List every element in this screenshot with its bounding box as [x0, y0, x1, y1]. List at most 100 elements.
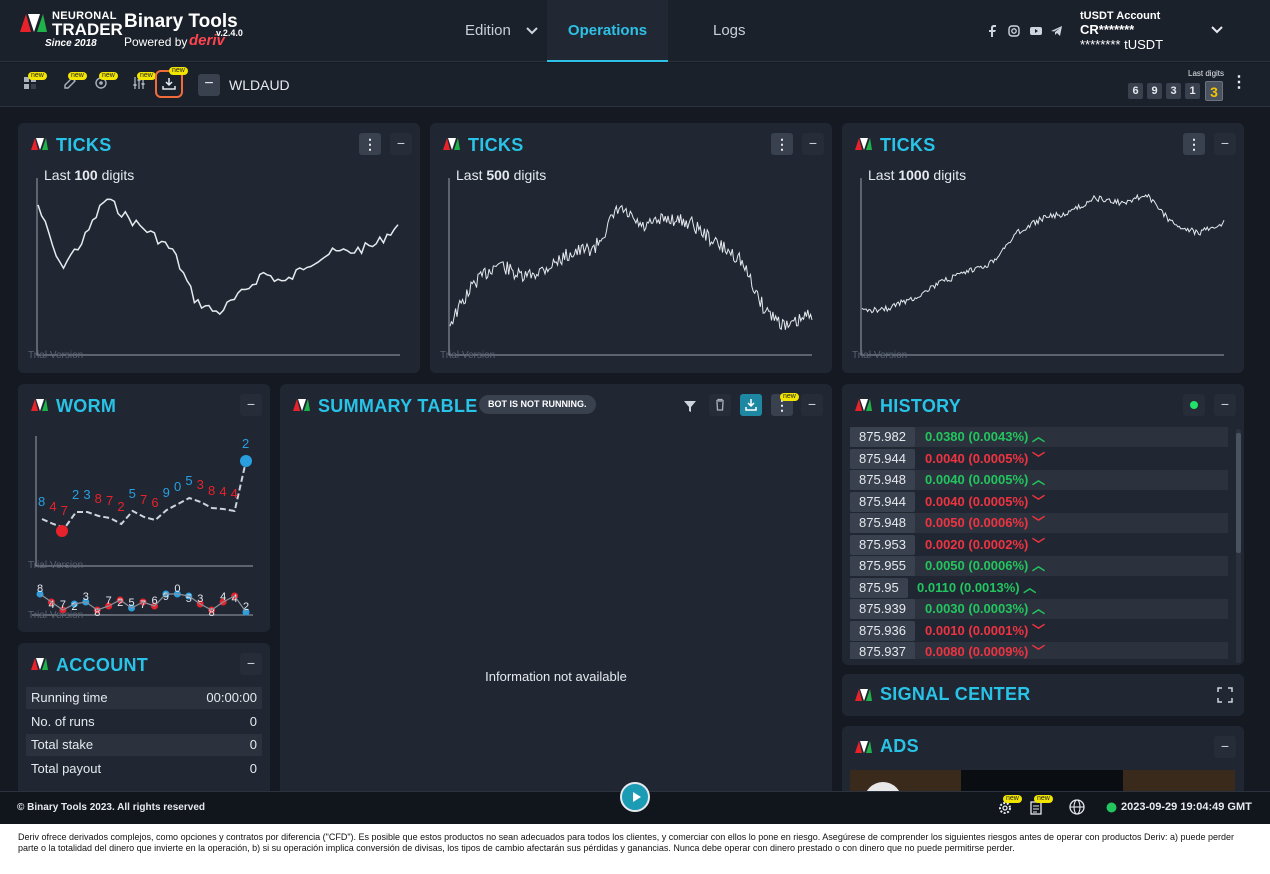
news-button[interactable]: new	[1028, 795, 1053, 816]
history-price: 875.944	[850, 491, 915, 512]
worm-digit-label: 7	[61, 503, 68, 518]
tab-edition[interactable]: Edition	[446, 0, 546, 62]
panel-minimize-button[interactable]: −	[240, 653, 262, 675]
last-digit-current: 3	[1205, 81, 1223, 101]
account-panel: ACCOUNT − Running time 00:00:00 No. of ru…	[18, 643, 270, 793]
ads-panel: ADS −	[842, 726, 1244, 820]
worm-digit-label: 2	[72, 487, 79, 502]
ticks-panel-500: TICKS ⋮ − Last 500 digits Trial Version	[430, 123, 832, 373]
chevron-down-icon[interactable]	[1210, 25, 1224, 35]
panel-minimize-button[interactable]: −	[240, 394, 262, 416]
instagram-icon[interactable]	[1008, 24, 1020, 38]
toolbar-menu-button[interactable]: ⋮	[1231, 74, 1247, 93]
youtube-icon[interactable]	[1030, 24, 1042, 38]
worm-digit-label: 5	[129, 486, 136, 501]
kebab-icon: ⋮	[1231, 74, 1247, 91]
dashboard-button[interactable]: new	[20, 72, 47, 95]
filter-icon	[684, 401, 696, 412]
download-icon	[162, 78, 176, 90]
download-button[interactable]: new	[155, 67, 188, 98]
panel-minimize-button[interactable]: −	[1214, 736, 1236, 758]
worm-mini-digit: 7	[106, 595, 112, 607]
delete-button[interactable]	[709, 394, 731, 416]
history-scrollbar[interactable]	[1236, 429, 1241, 663]
ad-banner[interactable]	[850, 770, 1235, 820]
panel-minimize-button[interactable]: −	[802, 133, 824, 155]
edit-button[interactable]: new	[60, 72, 87, 95]
filter-button[interactable]	[680, 396, 700, 416]
panel-minimize-button[interactable]: −	[801, 394, 823, 416]
panel-logo-icon	[443, 138, 460, 150]
panel-minimize-button[interactable]: −	[390, 133, 412, 155]
history-row: 875.944 0.0040 (0.0005%) ﹀	[850, 448, 1228, 469]
language-button[interactable]	[1068, 798, 1086, 816]
history-change-up: 0.0030 (0.0003%) ︿	[925, 601, 1045, 616]
new-badge: new	[1034, 795, 1053, 803]
telegram-icon[interactable]	[1051, 24, 1063, 38]
worm-digit-label: 6	[151, 495, 158, 510]
worm-digit-label: 2	[242, 436, 249, 451]
panel-minimize-button[interactable]: −	[1214, 133, 1236, 155]
worm-mini-digit: 3	[83, 591, 89, 603]
kebab-icon: ⋮	[775, 136, 789, 152]
settings-button[interactable]: new	[997, 795, 1022, 816]
risk-disclaimer: Deriv ofrece derivados complejos, como o…	[0, 824, 1270, 874]
panel-menu-button[interactable]: ⋮	[359, 133, 381, 155]
export-button[interactable]	[740, 394, 762, 416]
target-button[interactable]: new	[91, 72, 118, 95]
panel-logo-icon	[293, 399, 310, 411]
worm-digit-label: 0	[174, 479, 181, 494]
last-digit: 3	[1166, 83, 1181, 99]
panel-title: TICKS	[880, 135, 936, 155]
subtitle-prefix: Last	[456, 167, 483, 183]
minus-icon: −	[807, 396, 817, 412]
subtitle-suffix: digits	[933, 167, 967, 183]
worm-digit-label: 3	[197, 477, 204, 492]
worm-mini-digit: 8	[37, 583, 43, 595]
history-price: 875.939	[850, 599, 915, 619]
history-row: 875.937 0.0080 (0.0009%) ﹀	[850, 642, 1228, 659]
panel-minimize-button[interactable]: −	[1214, 394, 1236, 416]
collapse-symbol-button[interactable]: −	[198, 74, 220, 96]
history-change-down: 0.0080 (0.0009%) ﹀	[925, 644, 1045, 659]
panel-logo-icon	[855, 741, 872, 753]
row-value: 0	[249, 761, 257, 776]
panel-title: ACCOUNT	[56, 655, 149, 675]
row-label: Running time	[31, 690, 108, 705]
minus-icon: −	[246, 655, 256, 671]
worm-digit-label: 9	[163, 485, 170, 500]
facebook-icon[interactable]	[987, 24, 999, 38]
download-icon	[745, 399, 757, 411]
run-bot-button[interactable]	[620, 782, 650, 812]
trial-watermark: Trial Version	[28, 350, 84, 361]
history-change-down: 0.0050 (0.0006%) ﹀	[925, 515, 1045, 530]
settings-sliders-button[interactable]: new	[129, 72, 156, 95]
account-switcher[interactable]: tUSDT Account CR******* ******** tUSDT	[1080, 10, 1240, 54]
brand-line1: NEURONAL	[52, 10, 117, 22]
expand-button[interactable]	[1214, 684, 1236, 706]
new-badge: new	[28, 72, 47, 80]
live-status-indicator[interactable]	[1183, 394, 1205, 416]
tab-operations[interactable]: Operations	[547, 0, 668, 62]
chevron-down-icon[interactable]	[526, 26, 538, 36]
account-row: Total payout 0	[26, 758, 262, 780]
worm-digit-label: 5	[185, 473, 192, 488]
worm-mini-digit: 7	[60, 599, 66, 611]
panel-menu-button[interactable]: ⋮	[1183, 133, 1205, 155]
new-badge: new	[1003, 795, 1022, 803]
account-balance: ******** tUSDT	[1080, 37, 1164, 52]
worm-mini-digit: 5	[129, 597, 135, 609]
minus-icon: −	[204, 75, 214, 92]
tab-logs[interactable]: Logs	[713, 0, 746, 62]
history-list: 875.982 0.0380 (0.0043%) ︿ 875.944 0.0040 (…	[842, 427, 1237, 659]
scrollbar-thumb[interactable]	[1236, 433, 1241, 553]
play-icon	[633, 792, 641, 802]
history-row: 875.955 0.0050 (0.0006%) ︿	[850, 556, 1228, 576]
chart-subtitle: Last 100 digits	[44, 167, 134, 183]
worm-mini-digit: 4	[220, 591, 226, 603]
minus-icon: −	[246, 396, 256, 412]
panel-menu-button[interactable]: ⋮	[771, 133, 793, 155]
worm-mini-digit: 2	[117, 597, 123, 609]
